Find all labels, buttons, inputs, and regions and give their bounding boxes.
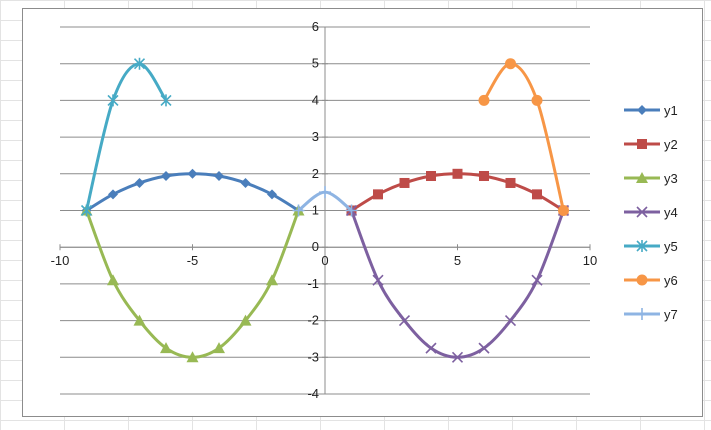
y-tick-label: 0 [312, 239, 319, 254]
x-tick-label: -5 [187, 253, 199, 268]
y-tick-label: 6 [312, 19, 319, 34]
y-tick-label: 2 [312, 166, 319, 181]
data-point-y6 [558, 205, 569, 216]
data-point-y5 [160, 94, 172, 107]
legend-marker-y1 [637, 105, 647, 115]
data-point-y2 [399, 177, 410, 188]
series-line-y6 [482, 62, 565, 211]
legend-marker-y7 [636, 308, 648, 320]
y-tick-label: -2 [307, 313, 319, 328]
data-point-y4 [478, 342, 490, 354]
data-point-y2 [426, 171, 436, 182]
data-point-y1 [161, 171, 171, 182]
x-tick-label: -10 [51, 253, 70, 268]
series-line-y2 [350, 172, 565, 212]
data-point-y1 [134, 177, 145, 188]
y-tick-label: 4 [312, 92, 319, 107]
data-point-y4 [425, 342, 437, 354]
data-point-y6 [505, 58, 516, 70]
legend-label-y3: y3 [664, 171, 678, 186]
series-line-y5 [85, 62, 168, 211]
y-tick-label: -3 [307, 349, 319, 364]
data-point-y1 [187, 168, 198, 179]
data-point-y5 [133, 57, 146, 70]
data-point-y4 [451, 351, 464, 363]
data-point-y2 [505, 177, 516, 188]
y-tick-label: -1 [307, 276, 319, 291]
legend-label-y4: y4 [664, 205, 678, 220]
data-point-y1 [240, 177, 251, 188]
data-point-y2 [532, 189, 542, 200]
data-point-y4 [398, 315, 411, 327]
data-point-y3 [213, 342, 225, 354]
data-point-y7 [292, 204, 305, 217]
data-point-y4 [504, 315, 517, 327]
data-point-y3 [186, 351, 199, 363]
legend-label-y2: y2 [664, 137, 678, 152]
x-tick-label: 10 [583, 253, 597, 268]
data-point-y6 [478, 94, 490, 106]
data-point-y7 [319, 186, 331, 199]
data-point-y1 [108, 189, 118, 200]
legend-label-y7: y7 [664, 307, 678, 322]
data-point-y5 [107, 94, 119, 107]
y-tick-label: 3 [312, 129, 319, 144]
chart-area[interactable]: -10 -5 0 5 10 -4 -3 -2 -1 0 1 2 3 4 5 6 y1 y2 y3 y4 y5 y6 y7 [22, 8, 703, 417]
legend-marker-y3 [636, 172, 648, 183]
legend-marker-y5 [636, 240, 648, 252]
legend-marker-y2 [637, 139, 647, 149]
legend-label-y5: y5 [664, 239, 678, 254]
data-point-y3 [133, 314, 146, 326]
data-point-y4 [372, 274, 384, 286]
data-point-y3 [266, 274, 278, 286]
data-point-y3 [160, 342, 172, 354]
data-point-y3 [239, 314, 252, 326]
x-tick-label: 5 [454, 253, 461, 268]
data-point-y6 [531, 94, 543, 106]
legend-label-y1: y1 [664, 103, 678, 118]
data-point-y3 [107, 274, 119, 286]
data-point-y5 [80, 204, 93, 217]
x-tick-label: 0 [321, 253, 328, 268]
data-point-y1 [214, 171, 224, 182]
data-point-y7 [345, 204, 358, 217]
data-point-y2 [479, 171, 489, 182]
data-point-y1 [267, 189, 277, 200]
y-tick-label: 1 [312, 203, 319, 218]
data-point-y2 [373, 189, 383, 200]
legend-marker-y6 [636, 274, 648, 286]
y-tick-label: -4 [307, 386, 319, 401]
data-point-y4 [531, 274, 543, 286]
series-line-y1 [85, 172, 300, 212]
data-point-y2 [452, 168, 463, 179]
y-tick-label: 5 [312, 56, 319, 71]
legend-marker-y4 [636, 206, 648, 218]
legend-label-y6: y6 [664, 273, 678, 288]
